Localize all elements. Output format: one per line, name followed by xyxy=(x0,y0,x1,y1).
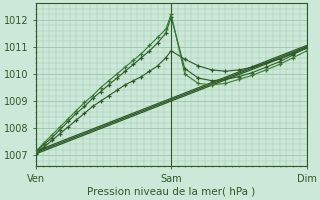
X-axis label: Pression niveau de la mer( hPa ): Pression niveau de la mer( hPa ) xyxy=(87,187,255,197)
